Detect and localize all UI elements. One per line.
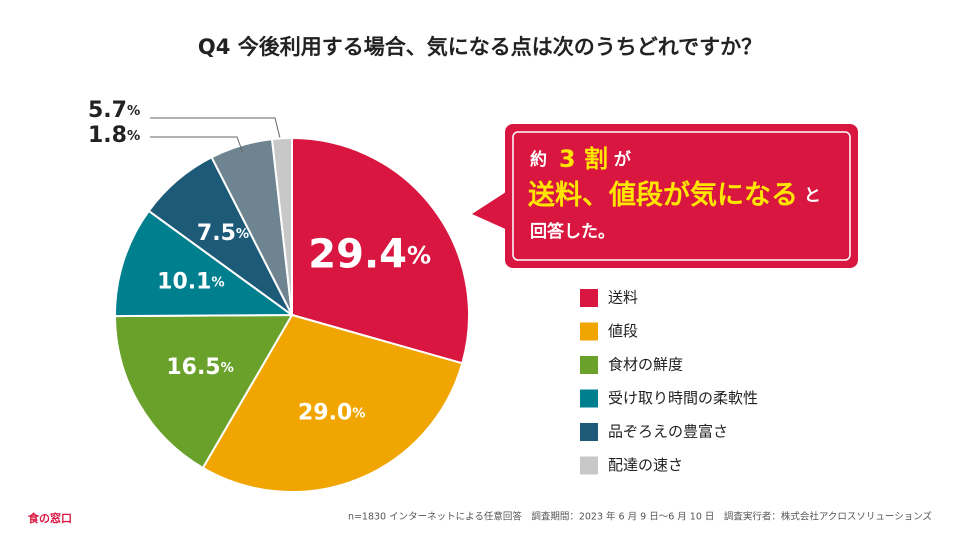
callout-text: 回答した。 — [530, 221, 615, 242]
data-label-value: 16.5 — [166, 355, 220, 380]
callout-text: が — [614, 149, 631, 170]
legend-label: 配達の速さ — [608, 456, 683, 474]
data-label-unit: % — [211, 275, 224, 290]
data-label-value: 7.5 — [197, 221, 236, 246]
brand: 食の窓口 — [28, 511, 72, 525]
data-label: 1.8% — [88, 123, 140, 148]
callout-pointer — [472, 188, 512, 232]
data-label-value: 1.8 — [88, 123, 127, 148]
leader-line — [150, 117, 282, 143]
callout-line: 送料、値段が気になる と — [528, 179, 821, 211]
callout: 約 3 割 が 送料、値段が気になる と 回答した。 — [472, 124, 858, 268]
leader-line — [150, 136, 244, 154]
callout-border — [512, 131, 851, 261]
data-label: 29.0% — [298, 400, 366, 425]
legend-swatch — [580, 389, 598, 408]
data-label: 5.7% — [88, 98, 140, 123]
callout-text: 約 — [530, 149, 547, 170]
data-label: 10.1% — [157, 269, 225, 294]
legend-label: 送料 — [608, 289, 638, 307]
data-label-unit: % — [221, 361, 234, 376]
data-label: 29.4% — [308, 231, 431, 277]
data-label-value: 10.1 — [157, 269, 211, 294]
legend-swatch — [580, 456, 598, 475]
callout-text: 送料、値段が気になる — [528, 179, 798, 211]
data-label-unit: % — [127, 104, 140, 119]
legend-swatch — [580, 356, 598, 374]
data-label-unit: % — [127, 129, 140, 144]
legend-swatch — [580, 423, 598, 441]
data-label: 16.5% — [166, 355, 234, 380]
legend-label: 値段 — [608, 322, 638, 340]
chart-title: Q4 今後利用する場合、気になる点は次のうちどれですか？ — [198, 35, 762, 59]
pie-slice — [270, 136, 293, 316]
data-label-value: 29.4 — [308, 231, 407, 277]
pie-slice — [291, 136, 470, 365]
pie-slice — [201, 313, 464, 493]
pie-slice — [114, 209, 296, 318]
callout-text: 3 割 — [559, 145, 608, 173]
data-label-value: 29.0 — [298, 400, 352, 425]
data-label-unit: % — [236, 227, 249, 242]
pie-slice — [113, 313, 294, 470]
data-label-unit: % — [407, 241, 431, 269]
footnote: n=1830 インターネットによる任意回答 調査期間：2023 年 6 月 9 … — [348, 511, 933, 523]
legend-swatch — [580, 289, 598, 307]
data-label: 7.5% — [197, 221, 249, 246]
data-label-unit: % — [352, 406, 365, 421]
callout-text: と — [804, 186, 821, 206]
legend-label: 食材の鮮度 — [608, 356, 683, 374]
callout-box — [505, 124, 858, 268]
legend-label: 品ぞろえの豊富さ — [608, 423, 728, 441]
legend-swatch — [580, 322, 598, 341]
legend-label: 受け取り時間の柔軟性 — [608, 389, 758, 407]
data-label-value: 5.7 — [88, 98, 127, 123]
callout-line: 約 3 割 が — [530, 145, 631, 173]
